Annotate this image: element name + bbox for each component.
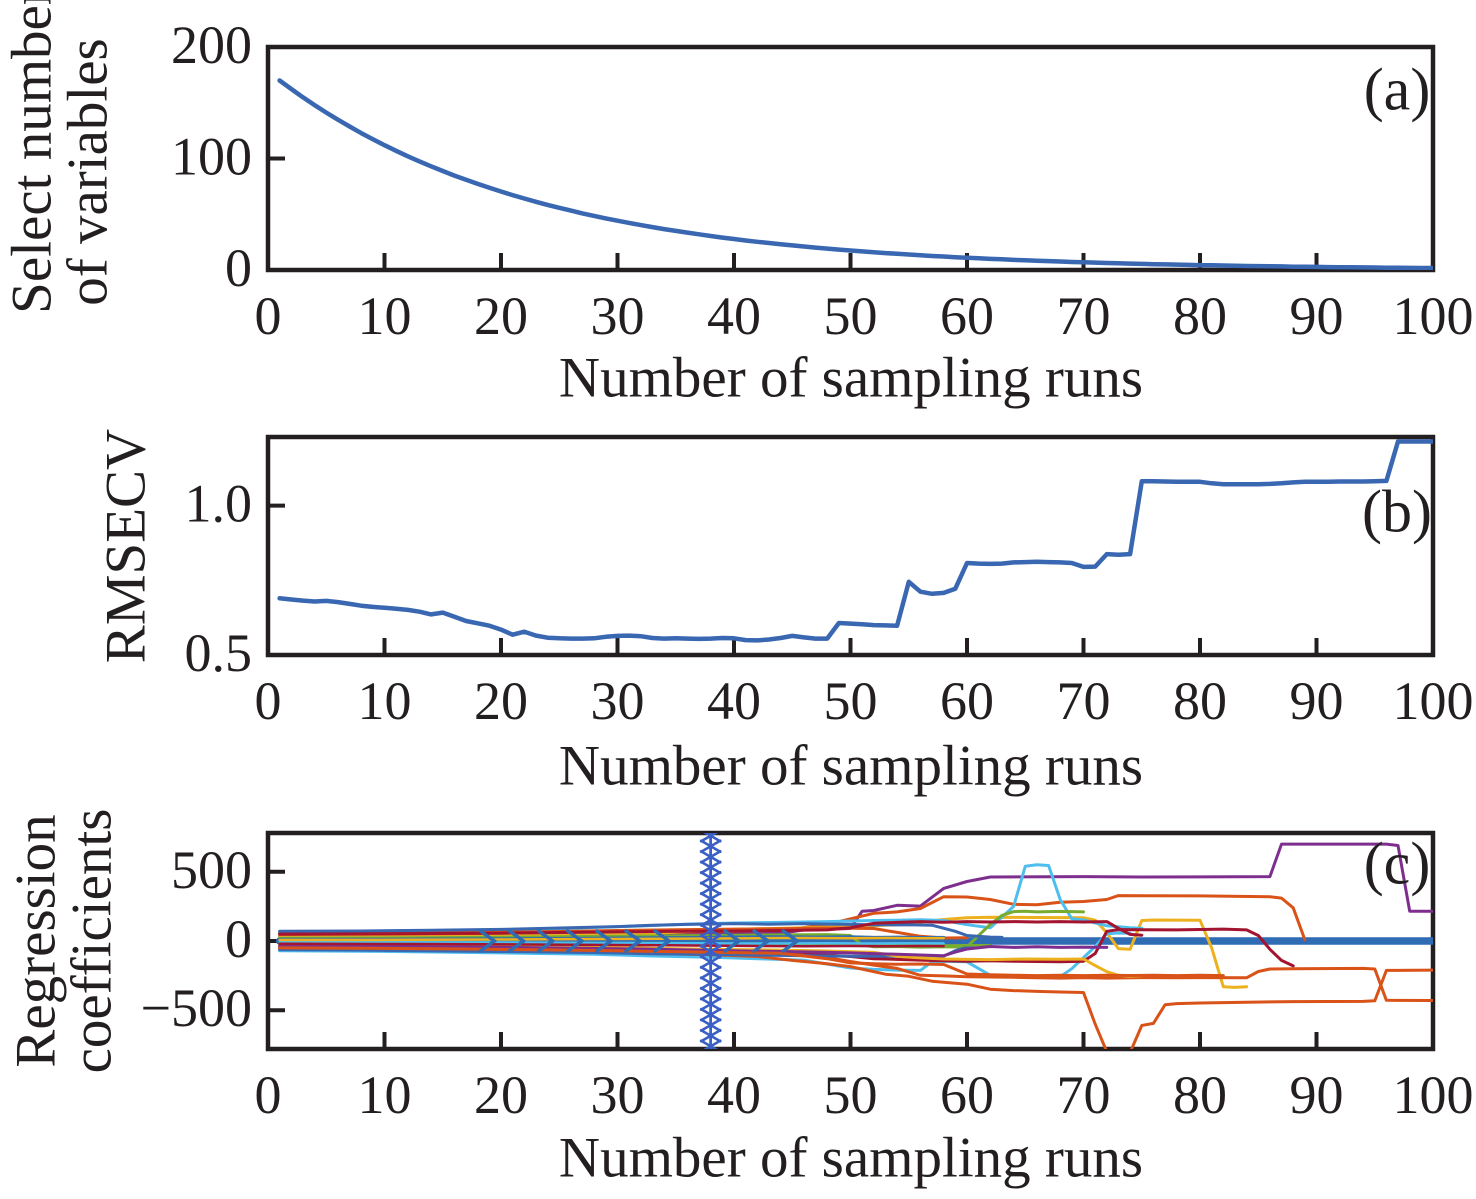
panel-b-xtick-label: 70 <box>1057 671 1111 731</box>
panel-c-xtick-label: 90 <box>1290 1065 1344 1125</box>
panel-a-xtick-label: 40 <box>707 286 761 346</box>
series-rmsecv <box>277 439 1433 643</box>
series-gold-bundle <box>278 936 945 942</box>
panel-c-xtick-label: 0 <box>255 1065 282 1125</box>
panel-b-xtick-label: 90 <box>1290 671 1344 731</box>
panel-c-xtick-label: 10 <box>358 1065 412 1125</box>
panel-a-xtick-label: 70 <box>1057 286 1111 346</box>
panel-a-xtick-label: 100 <box>1393 286 1474 346</box>
series-orange-neg2 <box>278 946 1225 978</box>
panel-c-tag: (c) <box>1363 830 1431 897</box>
series-maroon-bundle <box>278 942 945 948</box>
panel-c-ytick-label: 0 <box>225 909 252 969</box>
series-selected-variables <box>277 78 1433 270</box>
panel-a-tag: (a) <box>1363 56 1431 123</box>
panel-b-ytick-label: 0.5 <box>185 623 253 683</box>
panel-b-xtick-label: 30 <box>591 671 645 731</box>
chevron-markers <box>478 929 801 953</box>
panel-b-xtick-label: 60 <box>940 671 994 731</box>
panel-b-xtick-label: 100 <box>1393 671 1474 731</box>
panel-c-xtick-label: 100 <box>1393 1065 1474 1125</box>
panel-a-xlabel: Number of sampling runs <box>558 346 1144 410</box>
series-maroon-pos <box>278 920 1144 937</box>
panel-c-xtick-label: 30 <box>591 1065 645 1125</box>
panel-c-xtick-label: 20 <box>474 1065 528 1125</box>
panel-b-xtick-label: 20 <box>474 671 528 731</box>
panel-b-xtick-label: 0 <box>255 671 282 731</box>
panel-a: 0 10 20 30 40 50 60 70 80 90 100 0 100 200 <box>171 15 1474 346</box>
series-purple-main <box>278 842 1433 939</box>
panel-a-xtick-label: 80 <box>1173 286 1227 346</box>
panel-b-xtick-label: 80 <box>1173 671 1227 731</box>
panel-a-xtick-label: 0 <box>255 286 282 346</box>
panel-b-xtick-label: 50 <box>824 671 878 731</box>
panel-a-xtick-label: 30 <box>591 286 645 346</box>
panel-b-ylabel: RMSECV <box>94 428 158 664</box>
asterisk-column-marker <box>699 833 722 1049</box>
panel-c-xlabel: Number of sampling runs <box>558 1126 1144 1190</box>
panel-a-ytick-label: 200 <box>171 15 252 75</box>
panel-c-ytick-label: 500 <box>171 840 252 900</box>
series-cyan-bundle <box>278 940 945 945</box>
series-purple-neg <box>278 944 1109 958</box>
panel-a-ylabel-line2: of variables <box>56 38 120 306</box>
panel-c-xtick-label: 50 <box>824 1065 878 1125</box>
panel-a-ytick-label: 0 <box>225 238 252 298</box>
panel-a-ytick-label: 100 <box>171 127 252 187</box>
panel-a-xtick-label: 50 <box>824 286 878 346</box>
panel-b: 0 10 20 30 40 50 60 70 80 90 100 0.5 1.0 <box>185 434 1474 731</box>
panel-a-xtick-label: 20 <box>474 286 528 346</box>
panel-c-xtick-label: 80 <box>1173 1065 1227 1125</box>
panel-a-xtick-label: 60 <box>940 286 994 346</box>
panel-a-xtick-label: 90 <box>1290 286 1344 346</box>
panel-b-xlabel: Number of sampling runs <box>558 734 1144 798</box>
panel-c-xtick-label: 40 <box>707 1065 761 1125</box>
panel-c-xtick-label: 70 <box>1057 1065 1111 1125</box>
panel-a-axis-box <box>265 44 1436 273</box>
panel-a-xtick-label: 10 <box>358 286 412 346</box>
panel-b-xtick-label: 40 <box>707 671 761 731</box>
panel-c-ytick-label: −500 <box>141 978 252 1038</box>
panel-b-tag: (b) <box>1362 478 1432 545</box>
panel-c-ylabel-line2: coefficients <box>60 808 124 1074</box>
panel-c-xtick-label: 60 <box>940 1065 994 1125</box>
series-steel-pos <box>278 922 1004 939</box>
panel-b-ytick-label: 1.0 <box>185 474 253 534</box>
panel-b-xtick-label: 10 <box>358 671 412 731</box>
